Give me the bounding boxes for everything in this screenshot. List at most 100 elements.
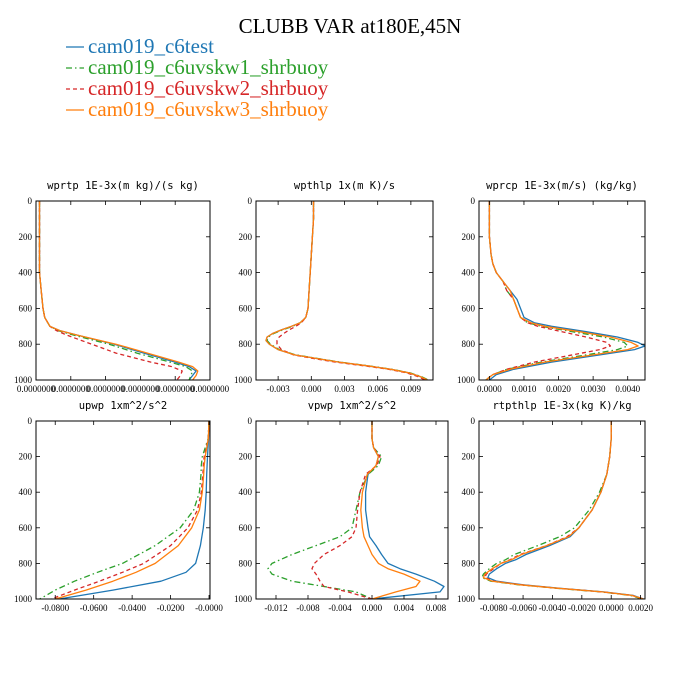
panel-2: wpthlp 1x(m K)/s 0 200 400 600 800 1000 -0.003 0… bbox=[234, 180, 434, 394]
x-tick-label: 0.0000000 bbox=[17, 384, 56, 394]
legend-label: cam019_c6uvskw3_shrbuoy bbox=[88, 97, 329, 121]
y-tick-label: 200 bbox=[462, 452, 476, 462]
panel-title: wpthlp 1x(m K)/s bbox=[294, 180, 395, 192]
y-tick-label: 800 bbox=[239, 339, 253, 349]
x-tick-label: 0.009 bbox=[401, 384, 422, 394]
panel-5: vpwp 1xm^2/s^2 0 200 400 600 800 1000 -0.012 -0.… bbox=[234, 400, 449, 613]
series-line-1 bbox=[58, 421, 210, 599]
y-tick-label: 0 bbox=[28, 416, 33, 426]
series-line-2 bbox=[481, 421, 643, 599]
x-tick-label: 0.0020 bbox=[628, 603, 653, 613]
x-tick-label: 0.000 bbox=[301, 384, 322, 394]
x-tick-label: 0.0000000 bbox=[191, 384, 230, 394]
series-line-1 bbox=[487, 421, 644, 599]
x-tick-label: 0.008 bbox=[426, 603, 447, 613]
y-tick-label: 800 bbox=[462, 558, 476, 568]
legend-label: cam019_c6test bbox=[88, 34, 214, 58]
x-tick-label: 0.003 bbox=[334, 384, 355, 394]
y-tick-label: 1000 bbox=[14, 375, 33, 385]
x-tick-label: -0.0600 bbox=[80, 603, 108, 613]
x-tick-label: -0.0000 bbox=[195, 603, 223, 613]
x-tick-label: -0.0040 bbox=[539, 603, 567, 613]
x-tick-label: 0.0000 bbox=[599, 603, 624, 613]
panel-title: wprcp 1E-3x(m/s) (kg/kg) bbox=[486, 180, 638, 192]
series-line-4 bbox=[482, 421, 644, 599]
series-line-4 bbox=[485, 201, 639, 380]
series-line-1 bbox=[364, 421, 445, 599]
series-line-1 bbox=[488, 201, 645, 380]
x-tick-label: 0.0000000 bbox=[156, 384, 195, 394]
series-line-2 bbox=[267, 421, 383, 599]
y-tick-label: 200 bbox=[462, 232, 476, 242]
y-tick-label: 0 bbox=[248, 196, 253, 206]
legend-label: cam019_c6uvskw1_shrbuoy bbox=[88, 55, 329, 79]
y-tick-label: 600 bbox=[19, 303, 33, 313]
x-tick-label: 0.0000000 bbox=[52, 384, 91, 394]
y-tick-label: 1000 bbox=[234, 375, 253, 385]
plot-frame bbox=[255, 420, 449, 600]
panel-title: wprtp 1E-3x(m kg)/(s kg) bbox=[47, 180, 199, 192]
series-line-4 bbox=[360, 421, 421, 599]
x-tick-label: 0.000 bbox=[362, 603, 383, 613]
legend-entry: cam019_c6uvskw3_shrbuoy bbox=[66, 97, 329, 121]
series-line-4 bbox=[38, 201, 199, 380]
series-group bbox=[267, 421, 445, 599]
series-group bbox=[39, 421, 210, 599]
series-line-2 bbox=[39, 421, 210, 599]
y-tick-label: 400 bbox=[462, 268, 476, 278]
figure-title: CLUBB VAR at180E,45N bbox=[239, 14, 462, 38]
y-tick-label: 800 bbox=[239, 558, 253, 568]
x-tick-label: 0.0000000 bbox=[86, 384, 125, 394]
panel-4: upwp 1xm^2/s^2 0 200 400 600 800 1000 -0.0800 -0… bbox=[14, 400, 223, 613]
series-line-3 bbox=[38, 201, 183, 380]
x-tick-label: 0.006 bbox=[368, 384, 389, 394]
series-line-4 bbox=[55, 421, 210, 599]
y-tick-label: 0 bbox=[471, 196, 476, 206]
x-tick-label: -0.0020 bbox=[568, 603, 596, 613]
series-group bbox=[265, 201, 429, 380]
panel-title: upwp 1xm^2/s^2 bbox=[79, 400, 168, 412]
chart-panels: wprtp 1E-3x(m kg)/(s kg) 0 200 400 600 800 100… bbox=[14, 180, 653, 613]
y-tick-label: 400 bbox=[239, 487, 253, 497]
series-line-3 bbox=[276, 201, 426, 380]
panel-3: wprcp 1E-3x(m/s) (kg/kg) 0 200 400 600 800 100… bbox=[457, 180, 646, 394]
legend-label: cam019_c6uvskw2_shrbuoy bbox=[88, 76, 329, 100]
series-line-3 bbox=[51, 421, 210, 599]
series-line-3 bbox=[311, 421, 381, 599]
x-tick-label: -0.0800 bbox=[41, 603, 69, 613]
series-group bbox=[481, 421, 644, 599]
y-tick-label: 0 bbox=[248, 416, 253, 426]
series-group bbox=[485, 201, 645, 380]
y-tick-label: 1000 bbox=[14, 594, 33, 604]
panel-title: rtpthlp 1E-3x(kg K)/kg bbox=[492, 400, 631, 412]
plot-frame bbox=[35, 200, 211, 381]
x-tick-label: -0.0400 bbox=[118, 603, 146, 613]
y-tick-label: 800 bbox=[462, 339, 476, 349]
plot-frame bbox=[255, 200, 434, 381]
x-tick-label: 0.0010 bbox=[512, 384, 537, 394]
series-line-3 bbox=[484, 421, 644, 599]
y-tick-label: 400 bbox=[239, 268, 253, 278]
legend-entry: cam019_c6uvskw1_shrbuoy bbox=[66, 55, 329, 79]
x-tick-label: -0.0060 bbox=[509, 603, 537, 613]
y-tick-label: 600 bbox=[19, 523, 33, 533]
series-line-4 bbox=[265, 201, 428, 380]
series-line-3 bbox=[485, 201, 612, 380]
x-tick-label: 0.0000000 bbox=[121, 384, 160, 394]
y-tick-label: 0 bbox=[28, 196, 33, 206]
y-tick-label: 400 bbox=[19, 487, 33, 497]
panel-1: wprtp 1E-3x(m kg)/(s kg) 0 200 400 600 800 100… bbox=[14, 180, 230, 394]
x-tick-label: 0.0020 bbox=[546, 384, 571, 394]
plot-frame bbox=[478, 420, 646, 600]
y-tick-label: 600 bbox=[239, 523, 253, 533]
x-tick-label: -0.008 bbox=[296, 603, 320, 613]
x-tick-label: 0.004 bbox=[394, 603, 415, 613]
y-tick-label: 1000 bbox=[457, 375, 476, 385]
y-tick-label: 200 bbox=[19, 452, 33, 462]
y-tick-label: 200 bbox=[239, 232, 253, 242]
x-tick-label: -0.004 bbox=[328, 603, 352, 613]
y-tick-label: 800 bbox=[19, 339, 33, 349]
y-tick-label: 1000 bbox=[234, 594, 253, 604]
y-tick-label: 200 bbox=[19, 232, 33, 242]
